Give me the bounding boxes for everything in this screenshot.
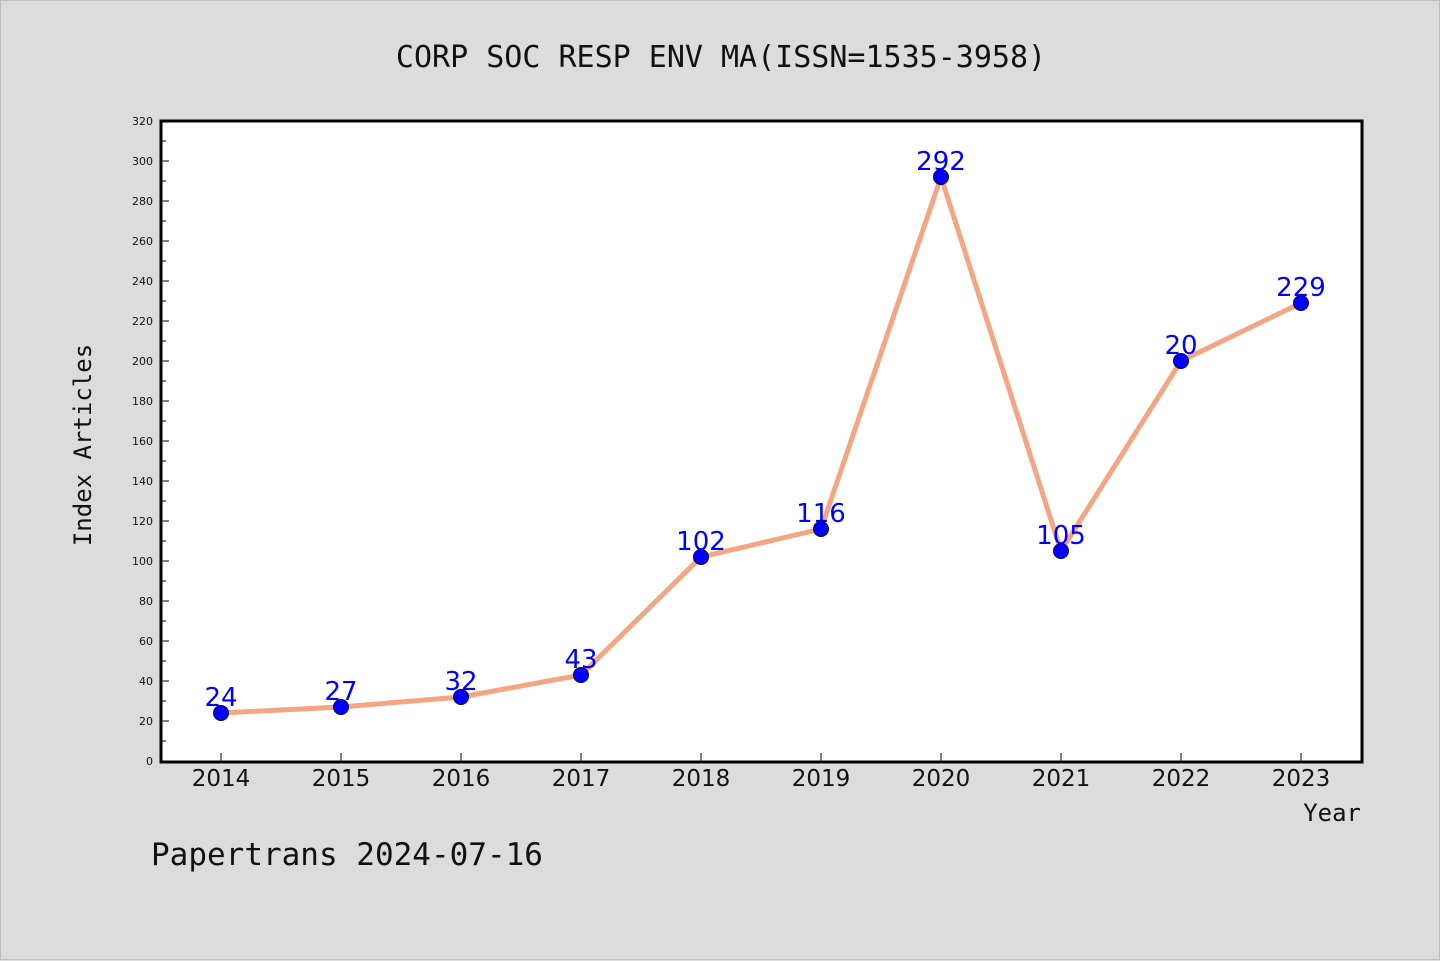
y-tick-label: 260: [132, 235, 153, 248]
y-tick-label: 140: [132, 475, 153, 488]
y-tick-label: 160: [132, 435, 153, 448]
x-tick-label: 2014: [192, 766, 251, 792]
data-point: [213, 705, 229, 721]
series-layer: 24 27 32 43 102 116 292 105 20 229: [204, 147, 1326, 721]
x-tick-label: 2023: [1272, 766, 1331, 792]
y-tick-label: 0: [146, 755, 153, 768]
y-tick-label: 100: [132, 555, 153, 568]
y-tick-label: 60: [139, 635, 153, 648]
y-tick-label: 240: [132, 275, 153, 288]
y-axis: 0 20 40 60 80 100 120 140 160 180 200 220 240 260 280 3…: [132, 115, 169, 768]
data-label: 24: [204, 683, 237, 713]
y-tick-label: 80: [139, 595, 153, 608]
y-tick-label: 200: [132, 355, 153, 368]
data-label: 116: [796, 499, 846, 529]
data-label: 105: [1036, 521, 1086, 551]
data-point: [453, 689, 469, 705]
y-tick-label: 300: [132, 155, 153, 168]
y-tick-label: 20: [139, 715, 153, 728]
plot-area: [159, 119, 1364, 764]
x-axis-label: Year: [1303, 799, 1361, 827]
data-label: 27: [324, 677, 357, 707]
data-label: 292: [916, 147, 966, 177]
data-point: [1053, 543, 1069, 559]
data-point: [1293, 295, 1309, 311]
y-tick-label: 120: [132, 515, 153, 528]
y-tick-label: 180: [132, 395, 153, 408]
chart-title: CORP SOC RESP ENV MA(ISSN=1535-3958): [396, 40, 1046, 75]
y-tick-label: 220: [132, 315, 153, 328]
data-point: [933, 169, 949, 185]
data-label: 43: [564, 645, 597, 675]
x-axis: 2014 2015 2016 2017 2018 2019 2020 2021 2022 2023: [192, 753, 1331, 792]
data-label: 32: [444, 667, 477, 697]
y-tick-label: 40: [139, 675, 153, 688]
x-tick-label: 2015: [312, 766, 371, 792]
data-label: 229: [1276, 273, 1326, 303]
data-point: [333, 699, 349, 715]
series-line: [220, 174, 1303, 716]
y-tick-label: 320: [132, 115, 153, 128]
y-tick-label: 280: [132, 195, 153, 208]
data-label: 20: [1164, 331, 1197, 361]
x-tick-label: 2017: [552, 766, 611, 792]
x-tick-label: 2019: [792, 766, 851, 792]
x-tick-label: 2016: [432, 766, 491, 792]
data-point: [1173, 353, 1189, 369]
data-point: [573, 667, 589, 683]
x-tick-label: 2022: [1152, 766, 1211, 792]
data-label: 102: [676, 527, 726, 557]
data-point: [813, 521, 829, 537]
x-tick-label: 2020: [912, 766, 971, 792]
y-axis-label: Index Articles: [69, 344, 97, 546]
x-tick-label: 2021: [1032, 766, 1091, 792]
footer-stamp: Papertrans 2024-07-16: [151, 837, 543, 873]
x-tick-label: 2018: [672, 766, 731, 792]
data-point: [693, 549, 709, 565]
